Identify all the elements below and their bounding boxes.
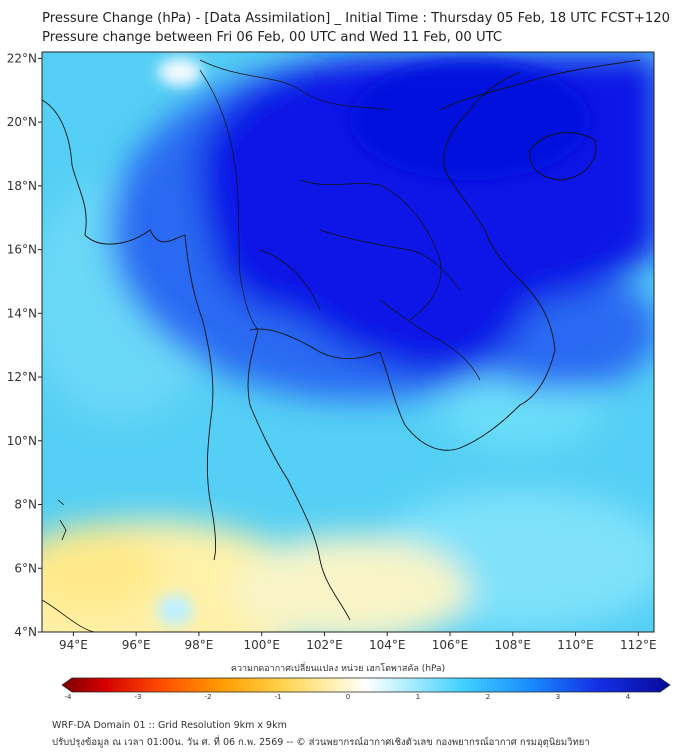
- lat-tick-label: 6°N: [14, 561, 37, 575]
- lon-tick-label: 100°E: [243, 638, 280, 652]
- latitude-axis: 22°N 20°N 18°N 16°N 14°N 12°N 10°N 8°N 6°N 4°N: [7, 51, 42, 639]
- map-subtitle: Pressure change between Fri 06 Feb, 00 U…: [42, 30, 503, 45]
- colorbar-tick-label: -2: [205, 693, 212, 701]
- longitude-axis: 94°E 96°E 98°E 100°E 102°E 104°E 106°E 108°E 110…: [59, 632, 657, 652]
- update-credit: ปรับปรุงข้อมูล ณ เวลา 01:00น. วัน ศ. ที่…: [52, 737, 590, 748]
- model-info: WRF-DA Domain 01 :: Grid Resolution 9km …: [52, 720, 287, 731]
- colorbar-tick-label: 3: [556, 693, 560, 701]
- lat-tick-label: 18°N: [7, 179, 37, 193]
- lat-tick-label: 14°N: [7, 306, 37, 320]
- lat-tick-label: 4°N: [14, 625, 37, 639]
- lat-tick-label: 20°N: [7, 115, 37, 129]
- colorbar: -4 -3 -2 -1 0 1 2 3 4: [61, 677, 671, 701]
- colorbar-title: ความกดอากาศเปลี่ยนแปลง หน่วย เฮกโตพาสคัล…: [230, 664, 446, 674]
- lon-tick-label: 112°E: [620, 638, 657, 652]
- lon-tick-label: 104°E: [369, 638, 406, 652]
- colorbar-tick-label: 2: [486, 693, 490, 701]
- coastlines: [42, 59, 641, 632]
- colorbar-tick-label: 1: [416, 693, 420, 701]
- lon-tick-label: 102°E: [306, 638, 343, 652]
- colorbar-tick-label: 4: [626, 693, 631, 701]
- map-frame: [41, 51, 655, 633]
- lat-tick-label: 22°N: [7, 51, 37, 65]
- pressure-field: [42, 52, 654, 632]
- colorbar-tick-label: 0: [346, 693, 350, 701]
- lat-tick-label: 16°N: [7, 243, 37, 257]
- map-title: Pressure Change (hPa) - [Data Assimilati…: [42, 11, 671, 26]
- colorbar-tick-label: -4: [65, 693, 73, 701]
- lat-tick-label: 12°N: [7, 370, 37, 384]
- lon-tick-label: 98°E: [184, 638, 213, 652]
- colorbar-tick-label: -1: [275, 693, 282, 701]
- lon-tick-label: 106°E: [432, 638, 469, 652]
- lon-tick-label: 96°E: [122, 638, 151, 652]
- colorbar-tick-label: -3: [135, 693, 142, 701]
- lon-tick-label: 110°E: [557, 638, 594, 652]
- lon-tick-label: 94°E: [59, 638, 88, 652]
- lon-tick-label: 108°E: [495, 638, 532, 652]
- lat-tick-label: 10°N: [7, 434, 37, 448]
- lat-tick-label: 8°N: [14, 498, 37, 512]
